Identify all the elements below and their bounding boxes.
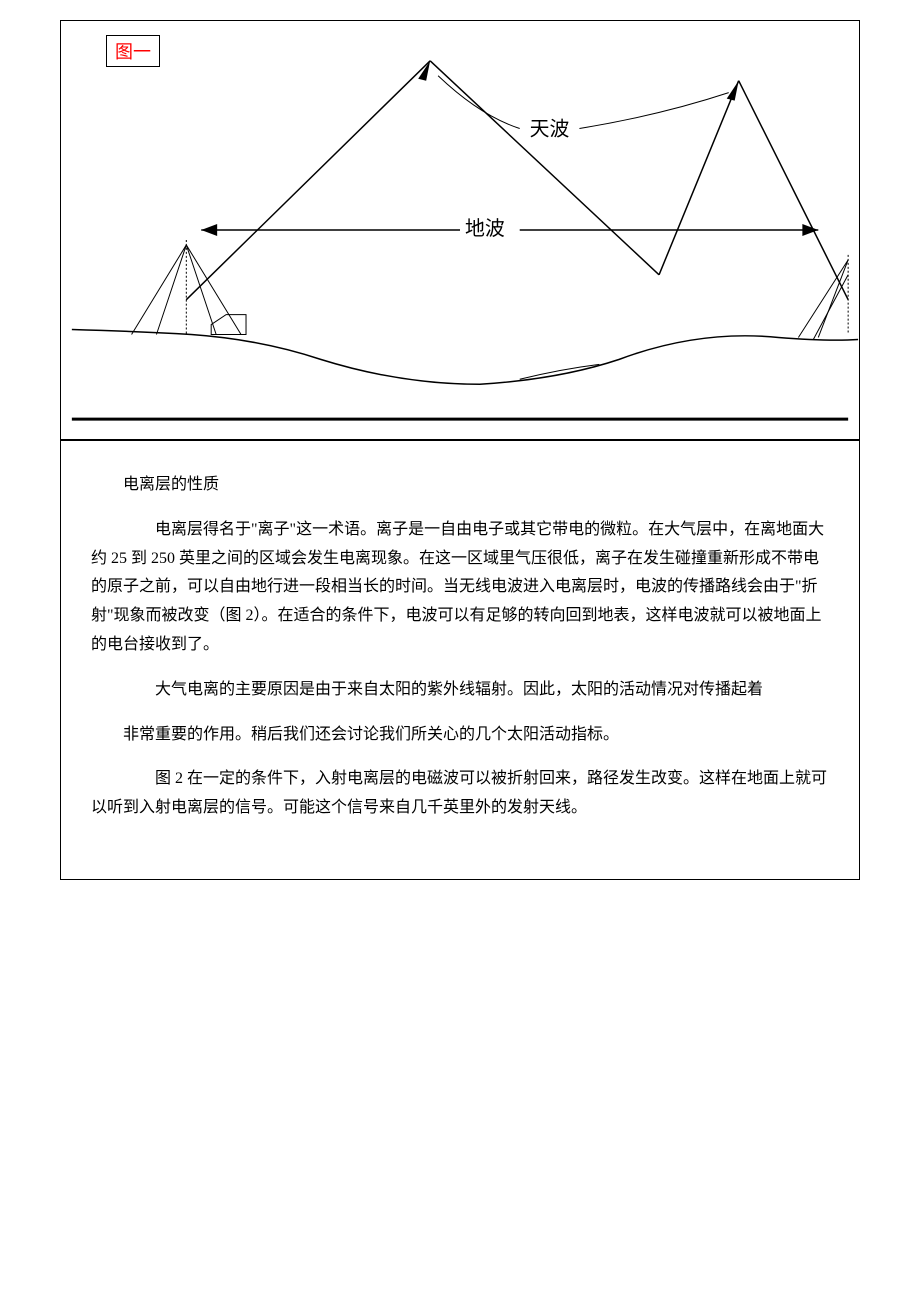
guy-wire-r3 — [813, 275, 848, 340]
sky-wave-text: 天波 — [530, 117, 570, 140]
sky-wave-ray-1-up — [186, 61, 430, 300]
text-content: 电离层的性质 电离层得名于"离子"这一术语。离子是一自由电子或其它带电的微粒。在… — [61, 441, 859, 879]
ground-wave-arrow-left — [201, 224, 217, 236]
ground-wave-text: 地波 — [465, 217, 505, 240]
sky-wave-connector-right — [579, 93, 728, 129]
paragraph-1: 电离层得名于"离子"这一术语。离子是一自由电子或其它带电的微粒。在大气层中，在离… — [91, 516, 829, 660]
terrain-detail — [520, 364, 600, 379]
guy-wire-l4 — [186, 245, 241, 335]
paragraph-4: 图 2 在一定的条件下，入射电离层的电磁波可以被折射回来，路径发生改变。这样在地… — [91, 765, 829, 823]
wave-diagram: 图一 天波 地波 — [61, 21, 859, 441]
guy-wire-l1 — [132, 245, 187, 335]
guy-wire-l3 — [186, 245, 216, 335]
sky-wave-connector-left — [438, 76, 520, 129]
terrain-line — [72, 330, 858, 385]
building-left — [211, 315, 246, 335]
sky-wave-ray-1-down — [430, 61, 659, 275]
paragraph-3: 非常重要的作用。稍后我们还会讨论我们所关心的几个太阳活动指标。 — [91, 721, 829, 750]
arrow-head-2 — [727, 81, 739, 101]
sky-wave-ray-2-down — [739, 81, 848, 300]
paragraph-2: 大气电离的主要原因是由于来自太阳的紫外线辐射。因此，太阳的活动情况对传播起着 — [91, 676, 829, 705]
page-frame: 图一 天波 地波 — [60, 20, 860, 880]
propagation-diagram-svg: 天波 地波 — [61, 21, 859, 439]
guy-wire-l2 — [156, 245, 186, 335]
diagram-figure-label: 图一 — [106, 35, 160, 67]
section-title: 电离层的性质 — [91, 471, 829, 500]
